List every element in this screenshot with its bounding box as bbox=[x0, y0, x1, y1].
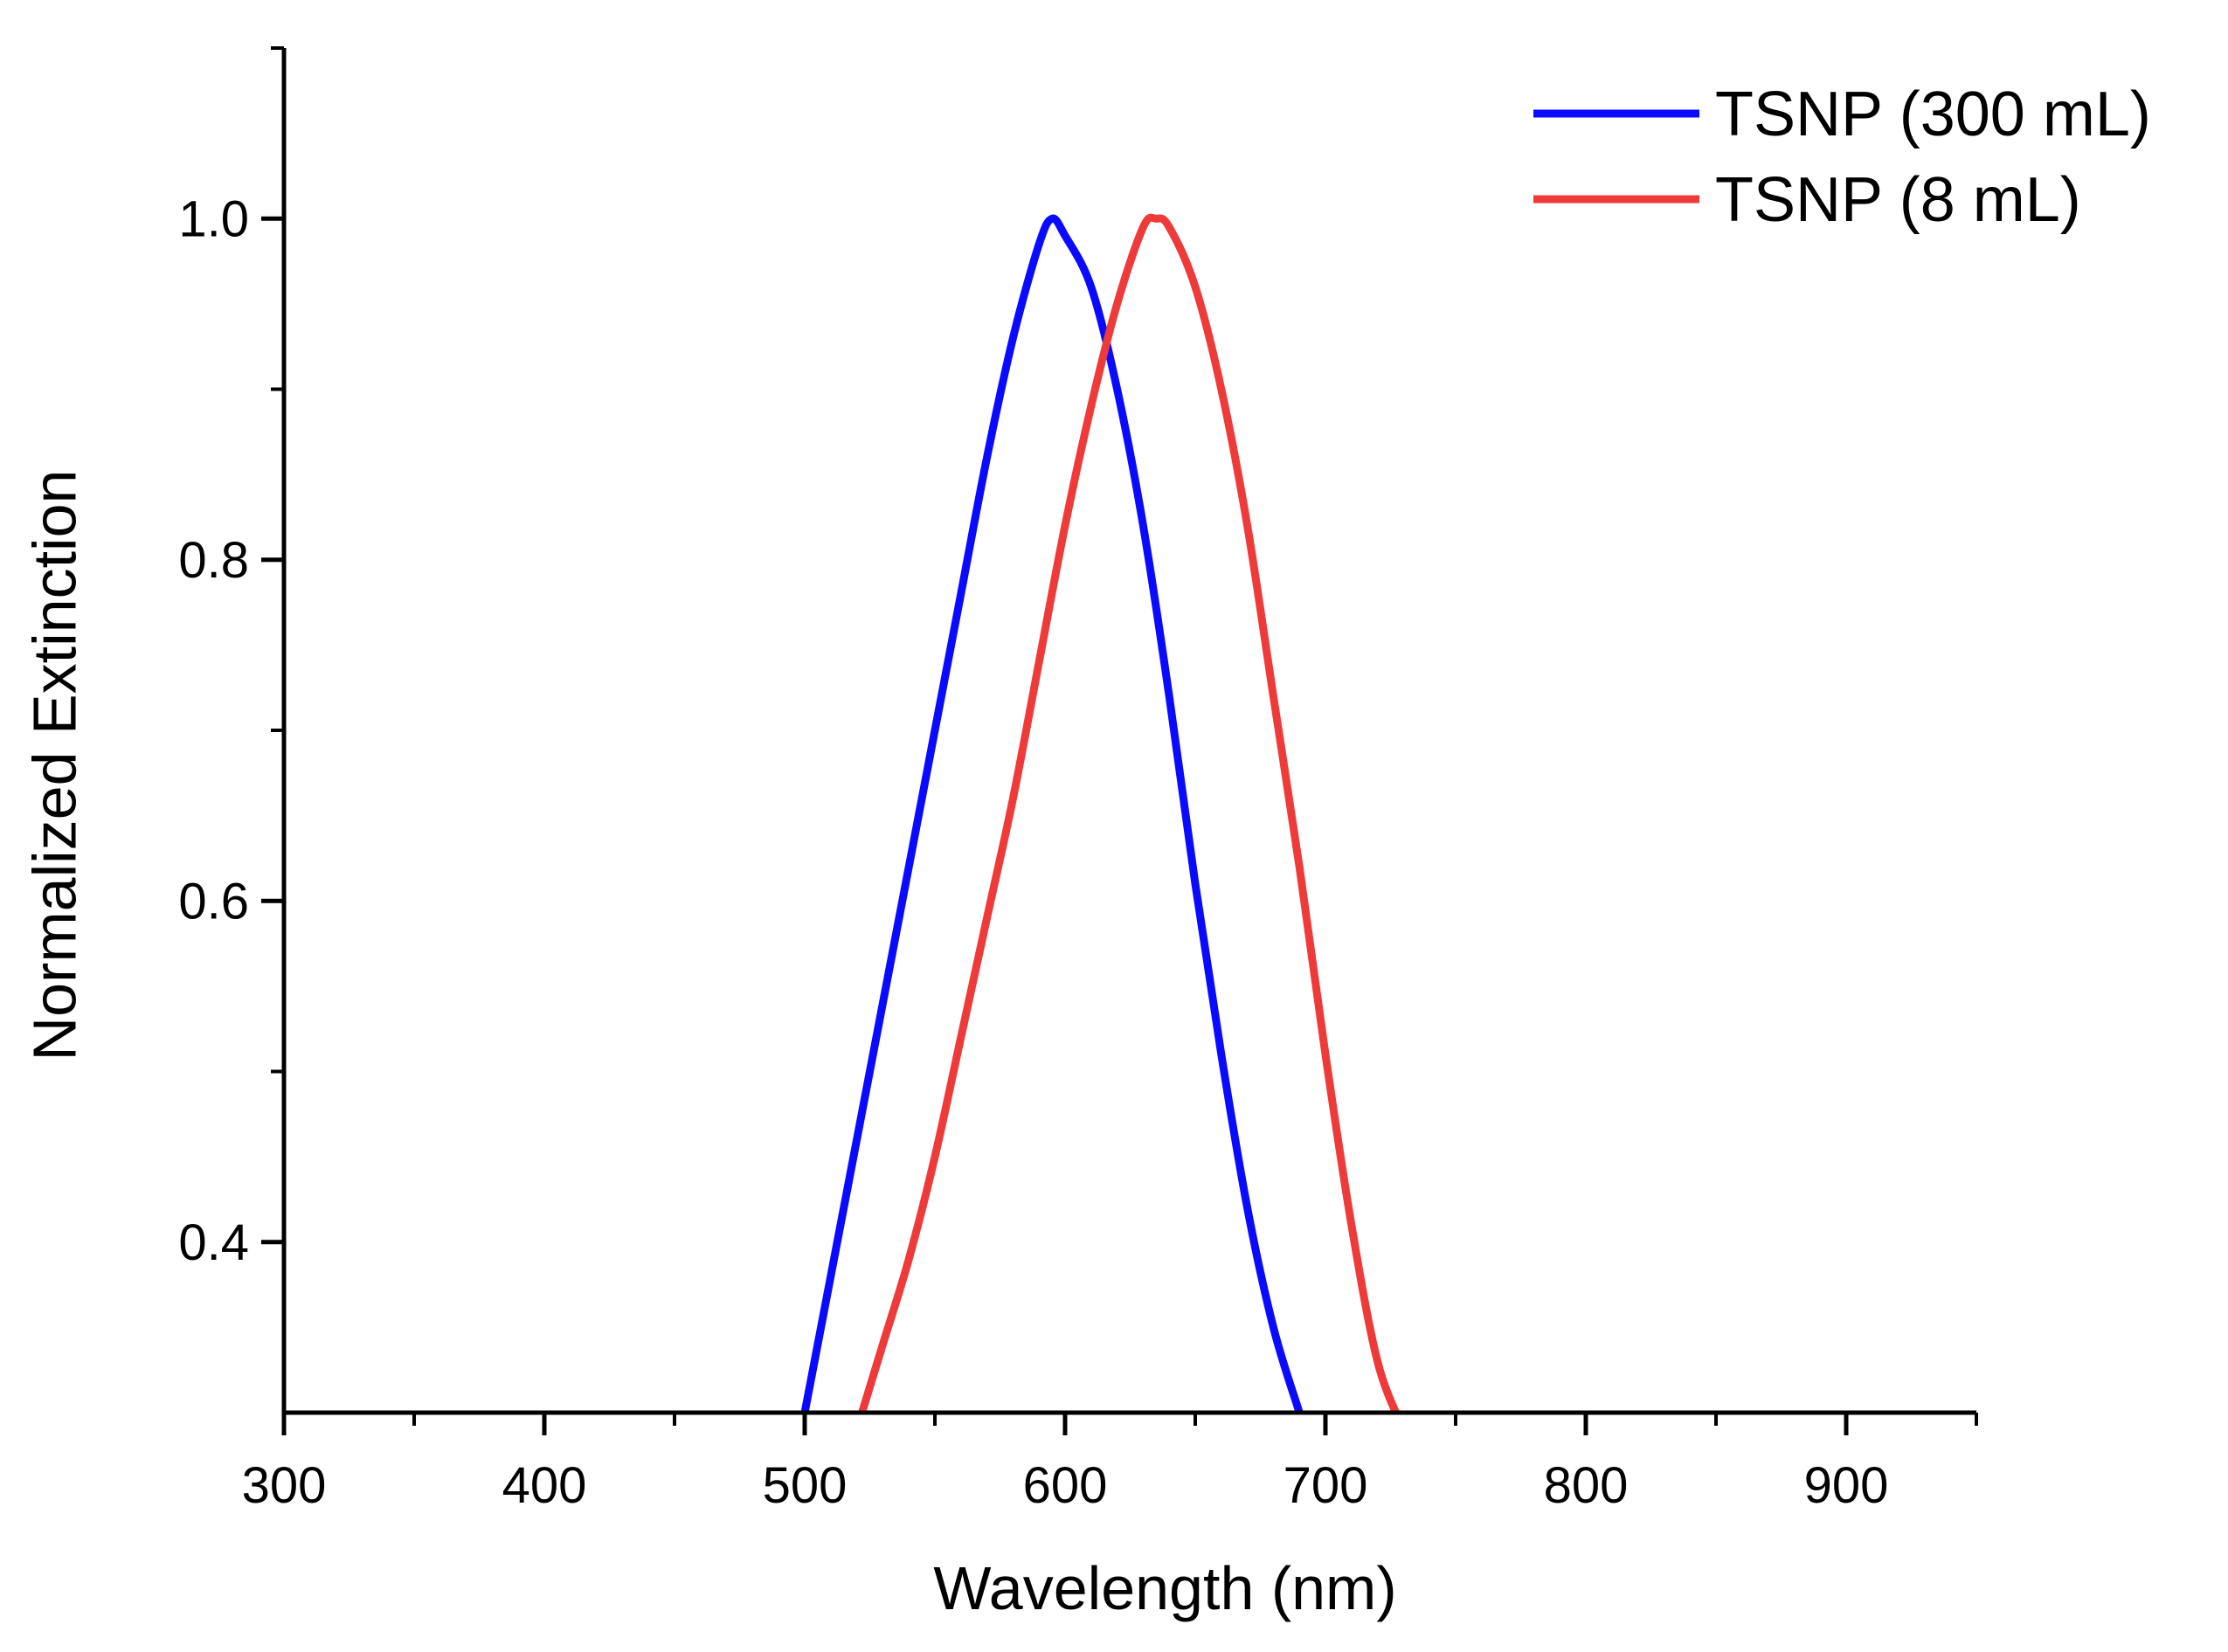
x-tick-label: 400 bbox=[502, 1457, 587, 1514]
x-tick-label: 900 bbox=[1804, 1457, 1889, 1514]
y-ticks: 0.4 0.6 0.8 1.0 bbox=[178, 46, 284, 1271]
series-line-tsnp-8ml bbox=[858, 213, 1401, 1413]
x-tick-label: 300 bbox=[242, 1457, 327, 1514]
series-line-tsnp-300ml bbox=[800, 214, 1304, 1413]
y-tick-label: 0.4 bbox=[178, 1214, 249, 1271]
plot-series bbox=[800, 213, 1401, 1413]
x-tick-label: 600 bbox=[1023, 1457, 1108, 1514]
y-tick-label: 0.8 bbox=[178, 532, 249, 589]
y-axis-title: Normalized Extinction bbox=[21, 470, 89, 1061]
x-tick-label: 800 bbox=[1544, 1457, 1629, 1514]
legend-label-tsnp-8ml: TSNP (8 mL) bbox=[1715, 165, 2081, 235]
legend: TSNP (300 mL) TSNP (8 mL) bbox=[1533, 79, 2151, 235]
y-tick-label: 0.6 bbox=[178, 873, 249, 930]
axes: 300 400 500 600 700 800 900 0.4 0.6 0.8 1.0 bbox=[178, 46, 1978, 1514]
x-ticks: 300 400 500 600 700 800 900 bbox=[242, 1413, 1978, 1514]
x-tick-label: 500 bbox=[763, 1457, 848, 1514]
x-axis-title: Wavelength (nm) bbox=[933, 1554, 1396, 1622]
legend-label-tsnp-300ml: TSNP (300 mL) bbox=[1715, 79, 2151, 149]
x-tick-label: 700 bbox=[1284, 1457, 1368, 1514]
y-tick-label: 1.0 bbox=[178, 190, 249, 247]
